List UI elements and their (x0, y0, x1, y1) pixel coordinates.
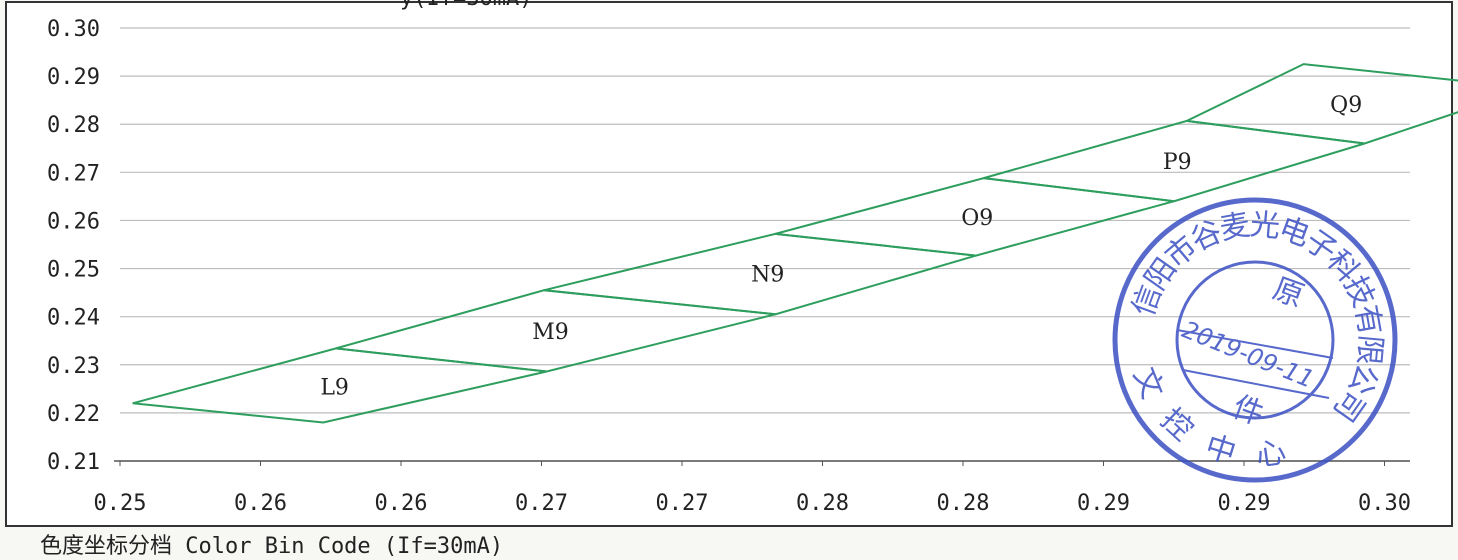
x-tick-label: 0.27 (515, 491, 568, 516)
x-tick-label: 0.30 (1358, 491, 1411, 516)
x-tick-label: 0.25 (94, 491, 147, 516)
gridlines (114, 27, 1410, 462)
y-axis-ticks: 0.30 0.29 0.28 0.27 0.26 0.25 0.24 0.23 0.22 0.21 (47, 17, 100, 475)
bin-label-l9: L9 (320, 375, 349, 400)
y-tick-label: 0.30 (47, 17, 100, 42)
x-tick-label: 0.27 (656, 491, 709, 516)
x-tick-label: 0.29 (1218, 491, 1271, 516)
chart-caption: 色度坐标分档 Color Bin Code (If=30mA) (40, 534, 504, 559)
seal-char: 麦 (1217, 207, 1253, 247)
y-tick-label: 0.24 (47, 306, 100, 331)
bin-q9 (1183, 63, 1458, 145)
seal-char: 光 (1249, 207, 1282, 244)
y-tick-label: 0.26 (47, 209, 100, 234)
bin-label-q9: Q9 (1330, 93, 1362, 118)
x-tick-label: 0.28 (796, 491, 849, 516)
seal-char: 限 (1350, 333, 1387, 366)
chart: 0.30 0.29 0.28 0.27 0.26 0.25 0.24 0.23 0.22 0.21… (5, 1, 1458, 527)
y-tick-label: 0.22 (47, 402, 100, 427)
y-tick-label: 0.23 (47, 354, 100, 379)
x-tick-label: 0.26 (375, 491, 428, 516)
bin-label-p9: P9 (1163, 150, 1192, 175)
x-tick-label: 0.28 (937, 491, 990, 516)
x-tick-label: 0.29 (1077, 491, 1130, 516)
bin-label-n9: N9 (751, 262, 784, 287)
y-tick-label: 0.28 (47, 113, 100, 138)
x-axis-ticks: 0.25 0.26 0.26 0.27 0.27 0.28 0.28 0.29 0.29 0.30 (94, 461, 1411, 516)
y-axis-caption: y(If=30mA) (400, 0, 532, 11)
y-tick-label: 0.21 (47, 450, 100, 475)
bin-label-o9: O9 (961, 206, 993, 231)
bin-polygons: L9 M9 N9 O9 P9 Q9 (132, 63, 1458, 424)
bin-label-m9: M9 (532, 320, 569, 345)
x-tick-label: 0.26 (234, 491, 287, 516)
y-tick-label: 0.27 (47, 161, 100, 186)
seal-line (1182, 369, 1330, 399)
y-tick-label: 0.25 (47, 258, 100, 283)
chart-frame (5, 1, 1453, 527)
seal-char: 有 (1348, 302, 1388, 338)
seal-char: 心 (1254, 435, 1289, 474)
y-tick-label: 0.29 (47, 65, 100, 90)
seal-outer-ring (1112, 197, 1398, 483)
seal-line (1176, 329, 1334, 359)
seal-inner-ring (1175, 260, 1335, 420)
